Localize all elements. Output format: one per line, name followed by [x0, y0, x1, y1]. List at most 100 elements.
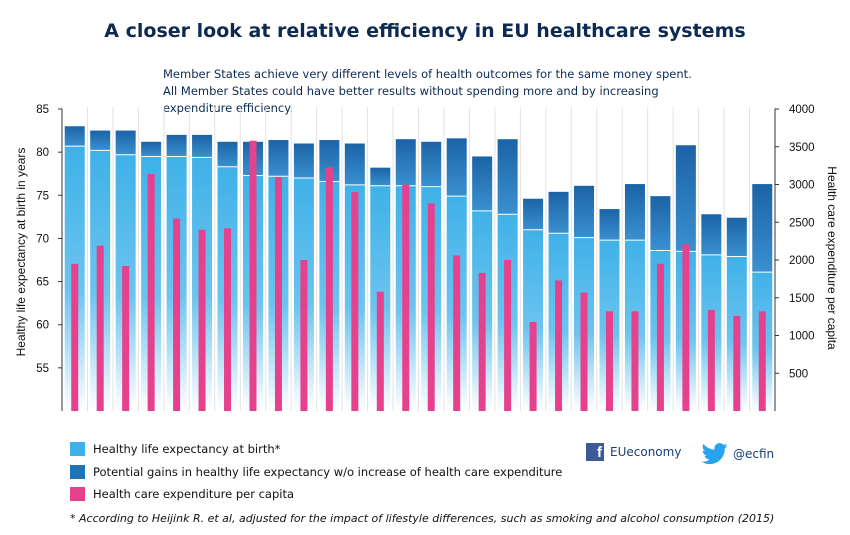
bar-gains-PL [574, 185, 595, 238]
bar-gains-RO [523, 198, 544, 230]
bar-gains-BG [599, 209, 620, 241]
bar-gains-EE [624, 184, 645, 241]
legend-label-hle: Healthy life expectancy at birth* [93, 442, 281, 456]
x-tick-label-PL: PL [577, 419, 590, 420]
bar-gains-CY [370, 167, 391, 186]
y2-tick-label: 1000 [789, 331, 815, 343]
x-tick-label-DK: DK [398, 419, 414, 420]
bar-exp-BE [427, 203, 435, 411]
x-tick-label-UK: UK [194, 419, 210, 420]
bar-exp-PL [580, 292, 588, 411]
bar-exp-MT [96, 245, 104, 411]
bar-gains-FI [217, 141, 238, 167]
bar-gains-IT [446, 138, 467, 197]
bar-exp-RO [529, 321, 537, 411]
bar-gains-SI [472, 156, 493, 211]
legend-item-exp: Health care expenditure per capita [70, 487, 294, 501]
x-tick-label-RO: RO [525, 419, 542, 420]
footnote: * According to Heijink R. et al, adjuste… [70, 512, 775, 525]
x-tick-label-FR: FR [271, 419, 286, 420]
bar-exp-LV [707, 309, 715, 411]
chart-axes: IE MT ES NL SE UK FI DE FR EL LU AT CY DK BE IT SI CZ RO PT… [36, 104, 814, 420]
legend-swatch-hle [70, 442, 85, 456]
y-tick-label: 65 [36, 277, 49, 289]
chart-title: A closer look at relative efficiency in … [104, 20, 746, 42]
x-tick-label-IT: IT [452, 419, 462, 420]
x-tick-label-FI: FI [223, 419, 233, 420]
bar-exp-EE [631, 311, 639, 411]
bar-gains-BE [421, 141, 442, 187]
bar-exp-NL [147, 173, 155, 411]
chart-subtitle: Member States achieve very different lev… [163, 67, 692, 115]
bar-exp-UK [198, 229, 206, 411]
bar-gains-IE [64, 126, 85, 147]
x-tick-label-EL: EL [297, 419, 310, 420]
bar-exp-DE [249, 140, 257, 411]
y2-tick-label: 3500 [789, 142, 815, 154]
x-tick-label-LU: LU [322, 419, 336, 420]
bar-exp-SI [478, 272, 486, 411]
bar-gains-FR [268, 140, 289, 177]
legend-label-exp: Health care expenditure per capita [93, 487, 295, 501]
legend-item-hle: Healthy life expectancy at birth* [70, 442, 280, 456]
bar-exp-IE [71, 263, 79, 411]
bar-gains-LU [319, 140, 340, 182]
facebook-link[interactable]: f EUeconomy [586, 443, 681, 461]
legend-label-gains: Potential gains in healthy life expectan… [93, 465, 563, 479]
x-tick-label-SK: SK [679, 419, 694, 420]
x-tick-label-HU: HU [652, 419, 668, 420]
legend-swatch-exp [70, 487, 85, 501]
x-tick-label-HR: HR [729, 419, 745, 420]
legend-item-gains: Potential gains in healthy life expectan… [70, 465, 562, 479]
facebook-handle: EUeconomy [610, 445, 682, 459]
x-tick-label-AT: AT [348, 419, 362, 420]
bar-exp-DK [402, 184, 410, 411]
y2-tick-label: 1500 [789, 293, 815, 305]
bar-gains-CZ [497, 139, 518, 215]
bar-gains-UK [192, 134, 213, 158]
bar-gains-PT [548, 191, 569, 234]
y2-tick-label: 2500 [789, 217, 815, 229]
x-tick-label-MT: MT [92, 419, 108, 420]
y2-tick-label: 4000 [789, 104, 815, 116]
x-tick-label-LV: LV [705, 419, 718, 420]
bar-exp-HU [656, 263, 664, 411]
bar-exp-FR [274, 176, 282, 411]
y-tick-label: 85 [36, 104, 49, 116]
y-axis-label: Healthy life expectancy at birth in year… [14, 148, 28, 357]
bar-gains-DK [395, 139, 416, 186]
bar-exp-CZ [504, 260, 512, 411]
bar-exp-IT [453, 255, 461, 411]
bar-gains-HU [650, 196, 671, 251]
bar-exp-FI [224, 228, 232, 411]
bar-exp-AT [351, 192, 359, 411]
bar-exp-SK [682, 244, 690, 411]
twitter-link[interactable]: @ecfin [701, 443, 774, 465]
bar-exp-CY [376, 291, 384, 411]
x-tick-label-NL: NL [144, 419, 158, 420]
bar-gains-HR [726, 217, 747, 257]
bar-gains-ES [115, 130, 136, 155]
bar-exp-LU [325, 167, 333, 411]
x-tick-label-DE: DE [245, 419, 260, 420]
bar-exp-EL [300, 260, 308, 411]
legend-swatch-gains [70, 465, 85, 479]
bar-gains-MT [90, 130, 111, 151]
bar-gains-SE [166, 134, 187, 157]
x-tick-label-EE: EE [628, 419, 643, 420]
bar-gains-LV [701, 214, 722, 255]
y-tick-label: 70 [36, 233, 49, 245]
y2-axis-label: Health care expenditure per capita [825, 166, 839, 350]
x-tick-label-IE: IE [70, 419, 80, 420]
bar-exp-BG [605, 311, 613, 411]
x-tick-label-CZ: CZ [500, 419, 515, 420]
y2-tick-label: 2000 [789, 255, 815, 267]
bar-exp-SE [173, 218, 181, 411]
x-tick-label-CY: CY [373, 419, 389, 420]
x-tick-label-LT: LT [756, 419, 768, 420]
facebook-icon: f [586, 443, 604, 461]
x-tick-label-SE: SE [169, 419, 184, 420]
y-tick-label: 55 [36, 363, 49, 375]
bar-exp-LT [758, 311, 766, 411]
bar-gains-EL [293, 143, 314, 179]
